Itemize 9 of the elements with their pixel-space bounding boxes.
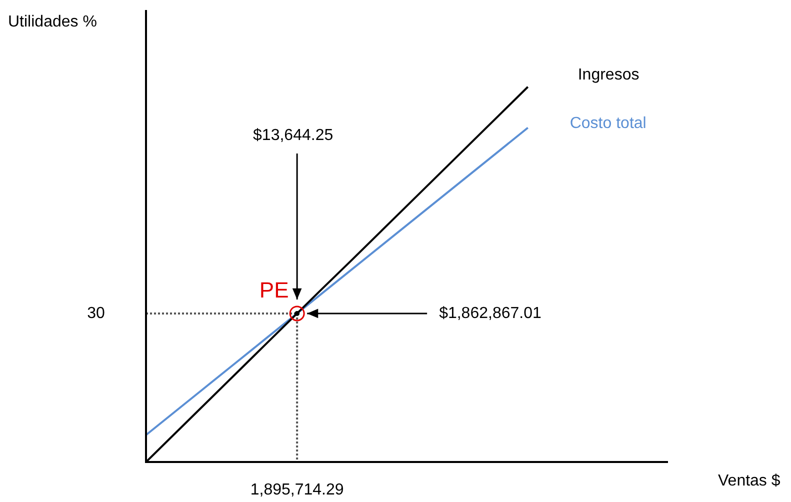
text: 1,895,714.29 (250, 481, 344, 498)
annotation: $13,644.25 (253, 126, 334, 144)
text: Ventas $ (718, 472, 780, 490)
text: Ingresos (578, 66, 640, 84)
y-axis-title: Utilidades % (8, 13, 97, 30)
text: Costo total (570, 115, 646, 132)
annotation: $1,862,867.01 (439, 304, 542, 322)
text: 30 (87, 304, 105, 322)
annotation: PE (259, 278, 289, 303)
